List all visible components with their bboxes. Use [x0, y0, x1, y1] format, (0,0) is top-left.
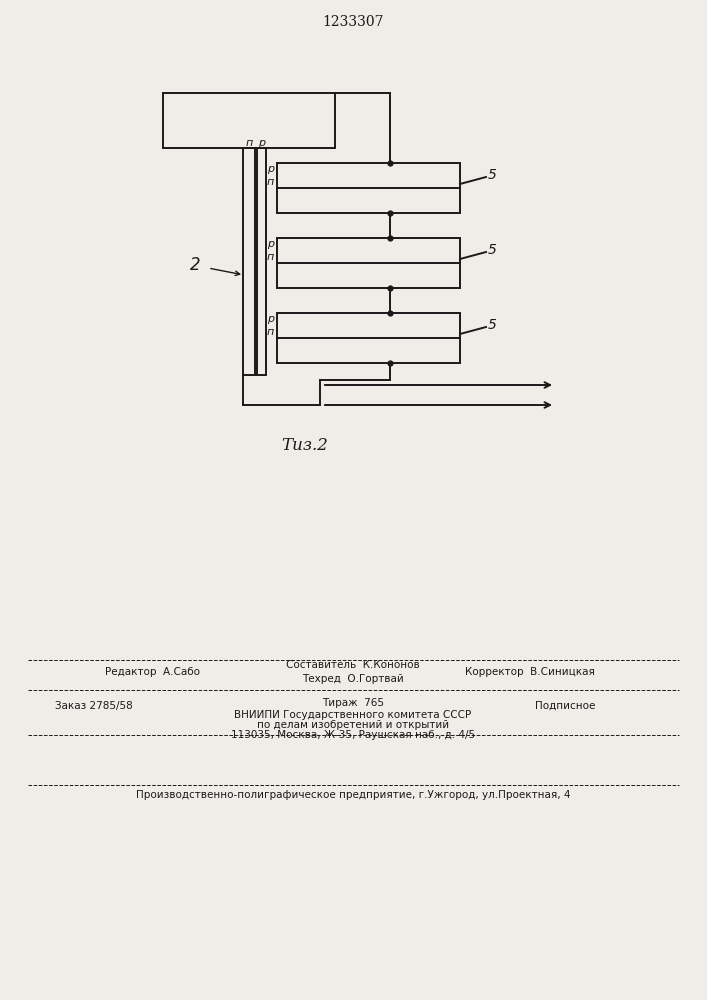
Text: 1233307: 1233307 — [322, 15, 384, 29]
Bar — [277, 163, 460, 213]
Text: п: п — [267, 252, 274, 262]
Text: п: п — [267, 327, 274, 337]
Text: р: р — [267, 239, 274, 249]
Text: Производственно-полиграфическое предприятие, г.Ужгород, ул.Проектная, 4: Производственно-полиграфическое предприя… — [136, 790, 571, 800]
Bar — [277, 238, 460, 288]
Text: 5: 5 — [488, 318, 497, 332]
Text: Корректор  В.Синицкая: Корректор В.Синицкая — [465, 667, 595, 677]
Bar — [163, 93, 335, 148]
Text: ВНИИПИ Государственного комитета СССР: ВНИИПИ Государственного комитета СССР — [235, 710, 472, 720]
Text: Составитель  К.Кононов: Составитель К.Кононов — [286, 660, 420, 670]
Text: по делам изобретений и открытий: по делам изобретений и открытий — [257, 720, 449, 730]
Text: р: р — [267, 164, 274, 174]
Text: Тираж  765: Тираж 765 — [322, 698, 384, 708]
Text: 2: 2 — [189, 256, 200, 274]
Text: 113035, Москва, Ж-35, Раушская наб., д. 4/5: 113035, Москва, Ж-35, Раушская наб., д. … — [231, 730, 475, 740]
Bar — [243, 148, 255, 375]
Text: п: п — [245, 138, 252, 148]
Text: 5: 5 — [488, 168, 497, 182]
Text: Заказ 2785/58: Заказ 2785/58 — [55, 701, 133, 711]
Text: п: п — [267, 177, 274, 187]
Text: р: р — [267, 314, 274, 324]
Text: Редактор  А.Сабо: Редактор А.Сабо — [105, 667, 200, 677]
Text: 5: 5 — [488, 243, 497, 257]
Text: Техред  О.Гортвай: Техред О.Гортвай — [302, 674, 404, 684]
Text: Подписное: Подписное — [534, 701, 595, 711]
Bar — [257, 148, 266, 375]
Text: р: р — [258, 138, 265, 148]
Bar — [277, 313, 460, 363]
Text: Τиз.2: Τиз.2 — [281, 436, 329, 454]
